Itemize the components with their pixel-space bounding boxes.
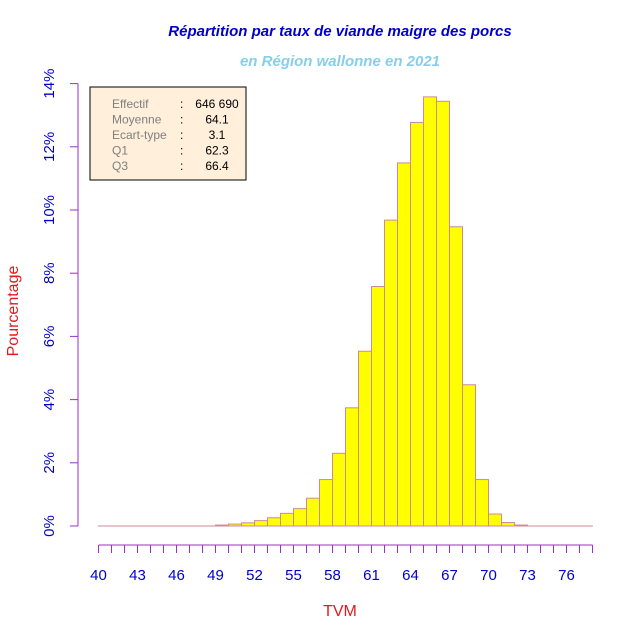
x-tick-label: 43 [129,567,146,584]
y-tick-label: 2% [41,452,58,474]
histogram-bar [410,121,424,527]
bars-group [98,96,593,527]
histogram-bar [293,508,307,527]
histogram-bar [501,522,515,527]
histogram-bar [306,497,320,527]
y-tick-label: 14% [41,69,58,99]
histogram-bar [514,524,528,527]
histogram-bar [280,512,294,527]
stats-label: Ecart-type [112,128,167,142]
stats-value: 3.1 [209,128,226,142]
stats-label: Q3 [112,159,128,173]
histogram-bar [228,523,242,527]
stats-separator: : [180,159,183,173]
y-tick-label: 12% [41,132,58,162]
x-tick-label: 61 [363,567,380,584]
stats-legend: Effectif:646 690Moyenne:64.1Ecart-type:3… [89,86,247,181]
x-tick-label: 58 [324,567,341,584]
x-tick-label: 52 [246,567,263,584]
histogram-bar [254,520,268,527]
stats-value: 646 690 [195,97,239,111]
stats-label: Q1 [112,144,128,158]
y-tick-label: 6% [41,326,58,348]
x-tick-label: 76 [558,567,575,584]
histogram-bar [475,479,489,527]
histogram-bar [384,219,398,527]
x-axis-label: TVM [323,603,357,620]
x-axis: 40 43 46 49 52 55 58 61 64 67 70 73 76 [90,544,593,584]
x-tick-label: 70 [480,567,497,584]
histogram-bar [423,96,437,527]
stats-value: 64.1 [205,113,229,127]
histogram-bar [488,513,502,527]
y-tick-label: 8% [41,262,58,284]
histogram-bar [332,452,346,527]
histogram-bar [215,524,229,527]
y-axis-label: Pourcentage [5,266,22,357]
histogram-bar [241,522,255,527]
stats-legend-background [89,86,247,181]
y-axis: 0% 2% 4% 6% 8% 10% 12% 14% [41,69,79,537]
histogram-bar [449,226,463,527]
stats-separator: : [180,113,183,127]
histogram-bar [371,285,385,527]
y-tick-label: 0% [41,515,58,537]
x-tick-label: 64 [402,567,419,584]
stats-label: Moyenne [112,113,162,127]
histogram-bar [345,407,359,527]
x-tick-label: 40 [90,567,107,584]
histogram-bar [436,100,450,527]
x-tick-label: 46 [168,567,185,584]
x-tick-label: 67 [441,567,458,584]
stats-value: 66.4 [205,159,229,173]
x-tick-label: 55 [285,567,302,584]
stats-label: Effectif [112,97,149,111]
stats-value: 62.3 [205,144,229,158]
chart-title: Répartition par taux de viande maigre de… [168,23,511,40]
chart-subtitle: en Région wallonne en 2021 [240,53,440,70]
stats-separator: : [180,97,183,111]
y-tick-label: 4% [41,389,58,411]
histogram-bar [267,517,281,527]
histogram-bar [397,162,411,527]
stats-separator: : [180,144,183,158]
histogram-bar [358,350,372,527]
histogram-bar [462,384,476,527]
x-tick-label: 49 [207,567,224,584]
x-tick-label: 73 [519,567,536,584]
y-tick-label: 10% [41,195,58,225]
histogram-bar [319,479,333,527]
stats-separator: : [180,128,183,142]
